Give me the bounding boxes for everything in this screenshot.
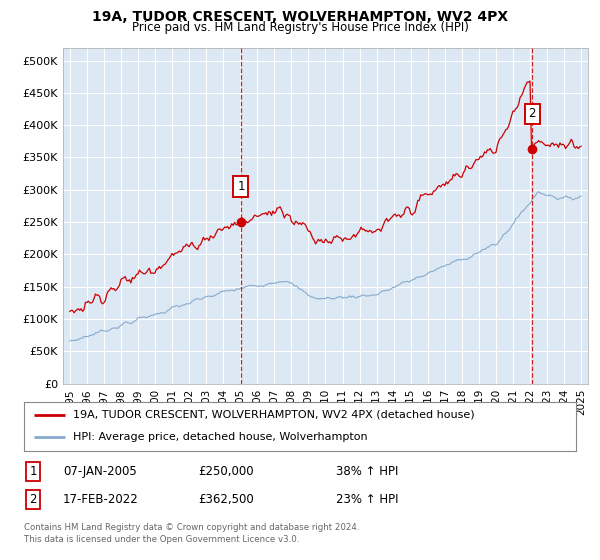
Text: 38% ↑ HPI: 38% ↑ HPI <box>336 465 398 478</box>
Text: £362,500: £362,500 <box>198 493 254 506</box>
Text: 1: 1 <box>29 465 37 478</box>
Text: 23% ↑ HPI: 23% ↑ HPI <box>336 493 398 506</box>
Text: HPI: Average price, detached house, Wolverhampton: HPI: Average price, detached house, Wolv… <box>73 432 367 442</box>
Text: 19A, TUDOR CRESCENT, WOLVERHAMPTON, WV2 4PX: 19A, TUDOR CRESCENT, WOLVERHAMPTON, WV2 … <box>92 10 508 24</box>
Text: £250,000: £250,000 <box>198 465 254 478</box>
Text: 2: 2 <box>29 493 37 506</box>
Text: Contains HM Land Registry data © Crown copyright and database right 2024.
This d: Contains HM Land Registry data © Crown c… <box>24 523 359 544</box>
Text: 19A, TUDOR CRESCENT, WOLVERHAMPTON, WV2 4PX (detached house): 19A, TUDOR CRESCENT, WOLVERHAMPTON, WV2 … <box>73 410 474 420</box>
Text: 07-JAN-2005: 07-JAN-2005 <box>63 465 137 478</box>
Text: 17-FEB-2022: 17-FEB-2022 <box>63 493 139 506</box>
Text: 1: 1 <box>237 180 245 193</box>
Text: Price paid vs. HM Land Registry's House Price Index (HPI): Price paid vs. HM Land Registry's House … <box>131 21 469 34</box>
Text: 2: 2 <box>529 108 536 120</box>
